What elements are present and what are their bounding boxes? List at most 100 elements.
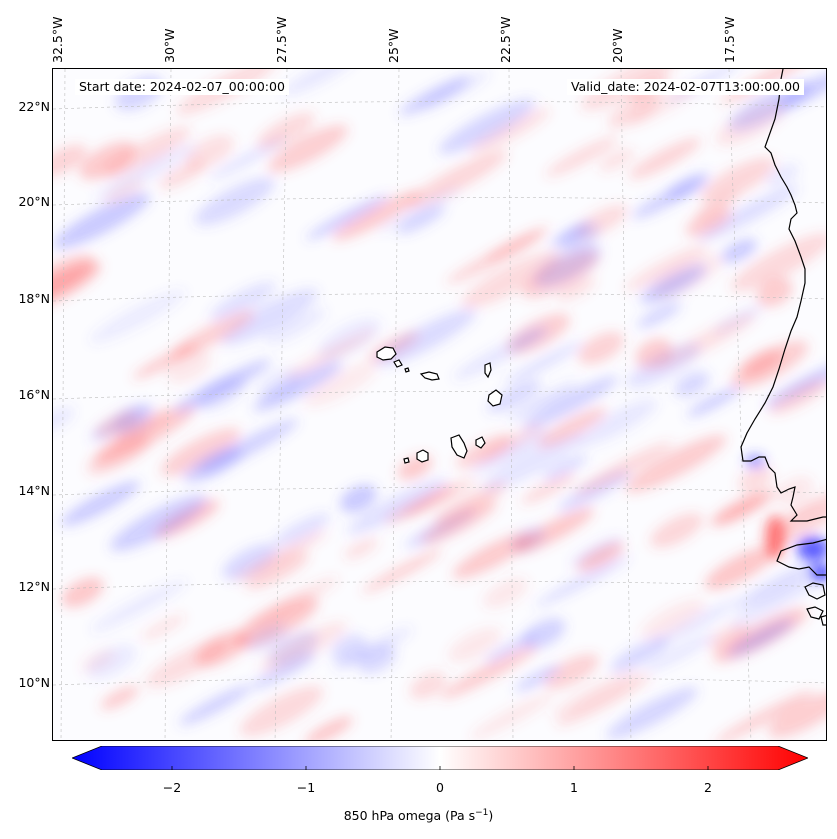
omega-anomaly-blob	[377, 187, 462, 234]
omega-anomaly-blob	[735, 560, 823, 609]
omega-anomaly-blob	[239, 686, 324, 737]
map-panel: Start date: 2024-02-07_00:00:00 Valid_da…	[52, 68, 827, 741]
gridline-lon-32-5	[60, 69, 66, 740]
colorbar-label-end: )	[488, 808, 494, 824]
omega-anomaly-blob	[245, 551, 310, 590]
omega-anomaly-blob	[556, 673, 652, 727]
omega-anomaly-blob	[756, 278, 793, 307]
omega-anomaly-blob	[765, 163, 799, 187]
omega-anomaly-blob	[714, 489, 777, 525]
omega-anomaly-blob	[406, 150, 508, 208]
omega-anomaly-blob	[482, 577, 528, 609]
omega-anomaly-blob	[433, 482, 507, 525]
lat-label-18n: 18°N	[18, 291, 50, 306]
colorbar-tick-1: 1	[570, 780, 578, 795]
omega-anomaly-blob	[510, 327, 545, 349]
omega-anomaly-blob	[533, 244, 602, 287]
coastal-omega-feature	[797, 537, 826, 561]
omega-anomaly-blob	[607, 95, 660, 129]
island-sal	[484, 362, 492, 379]
omega-anomaly-blob	[160, 427, 241, 476]
island-santiago	[450, 434, 468, 459]
omega-anomaly-blob	[729, 573, 826, 628]
omega-anomaly-blob	[504, 341, 583, 385]
omega-anomaly-blob	[89, 289, 186, 344]
colorbar-tick-minus-2: −2	[162, 780, 182, 795]
omega-anomaly-blob	[362, 549, 443, 594]
omega-anomaly-blob	[469, 108, 551, 154]
omega-anomaly-blob	[698, 185, 799, 241]
coastal-omega-feature	[745, 455, 765, 467]
omega-anomaly-blob	[60, 481, 141, 527]
omega-anomaly-blob	[284, 329, 377, 379]
gridline-lon-30	[164, 69, 172, 740]
omega-anomaly-blob	[61, 577, 104, 608]
omega-anomaly-blob	[445, 230, 545, 285]
lat-label-22n: 22°N	[18, 99, 50, 114]
lat-label-16n: 16°N	[18, 387, 50, 402]
omega-anomaly-blob	[53, 254, 95, 299]
omega-anomaly-blob	[514, 507, 595, 554]
omega-anomaly-blob	[396, 205, 446, 235]
omega-anomaly-blob	[87, 435, 151, 475]
omega-anomaly-blob	[521, 376, 619, 430]
island-maio	[475, 436, 486, 449]
omega-anomaly-blob	[506, 381, 578, 421]
island-boa-vista	[487, 389, 503, 407]
bissagos-islands	[804, 582, 826, 626]
gridline-lat-16	[53, 391, 826, 400]
omega-anomaly-blob	[397, 454, 433, 481]
gridline-lon-20	[620, 69, 632, 740]
omega-anomaly-blob	[624, 244, 709, 291]
omega-anomaly-blob	[264, 308, 327, 345]
colorbar-tick-minus-1: −1	[296, 780, 316, 795]
omega-anomaly-blob	[556, 277, 597, 302]
omega-anomaly-blob	[727, 619, 795, 657]
omega-anomaly-blob	[242, 576, 339, 630]
omega-anomaly-blob	[521, 618, 566, 650]
omega-anomaly-blob	[440, 645, 538, 699]
omega-anomaly-blob	[694, 192, 740, 219]
omega-anomaly-blob	[109, 494, 207, 552]
omega-anomaly-blob	[104, 178, 145, 204]
omega-anomaly-blob	[576, 399, 658, 447]
omega-anomaly-blob	[332, 190, 422, 241]
omega-anomaly-blob	[282, 69, 358, 96]
lat-label-10n: 10°N	[18, 675, 50, 690]
lat-label-20n: 20°N	[18, 194, 50, 209]
omega-anomaly-blob	[639, 264, 707, 304]
lon-label-25w: 25°W	[386, 28, 401, 63]
omega-anomaly-blob	[704, 546, 776, 590]
omega-anomaly-blob	[628, 86, 697, 125]
omega-anomaly-blob	[303, 362, 377, 407]
omega-anomaly-blob	[141, 614, 186, 640]
omega-anomaly-blob	[339, 484, 377, 513]
start-date-label: Start date: 2024-02-07_00:00:00	[75, 79, 289, 95]
omega-anomaly-blob	[331, 634, 368, 664]
omega-anomaly-blob	[577, 542, 625, 572]
colorbar-label-main: 850 hPa omega (Pa s	[343, 808, 476, 824]
omega-anomaly-blob	[222, 543, 277, 580]
omega-anomaly-blob	[721, 238, 758, 263]
omega-anomaly-blob	[544, 653, 600, 690]
omega-anomaly-blob	[304, 716, 353, 740]
omega-anomaly-blob	[438, 98, 536, 155]
island-sao-nicolau	[419, 371, 440, 381]
omega-anomaly-blob	[521, 473, 576, 505]
island-santo-antao	[376, 346, 397, 361]
island-sao-vicente	[393, 359, 403, 368]
omega-anomaly-blob	[640, 599, 706, 639]
omega-anomaly-blob	[194, 177, 275, 226]
gridline-lon-17-5	[728, 69, 752, 740]
omega-anomaly-blob	[514, 665, 561, 692]
omega-anomaly-blob	[195, 630, 249, 667]
omega-anomaly-blob	[738, 466, 773, 493]
omega-anomaly-blob	[740, 349, 782, 377]
omega-anomaly-blob	[768, 692, 826, 738]
omega-anomaly-blob	[176, 69, 277, 116]
omega-anomaly-blob	[606, 687, 698, 740]
omega-anomaly-blob	[79, 141, 136, 180]
africa-coastline	[740, 69, 826, 522]
omega-anomaly-blob	[346, 478, 448, 535]
omega-anomaly-blob	[674, 371, 710, 398]
